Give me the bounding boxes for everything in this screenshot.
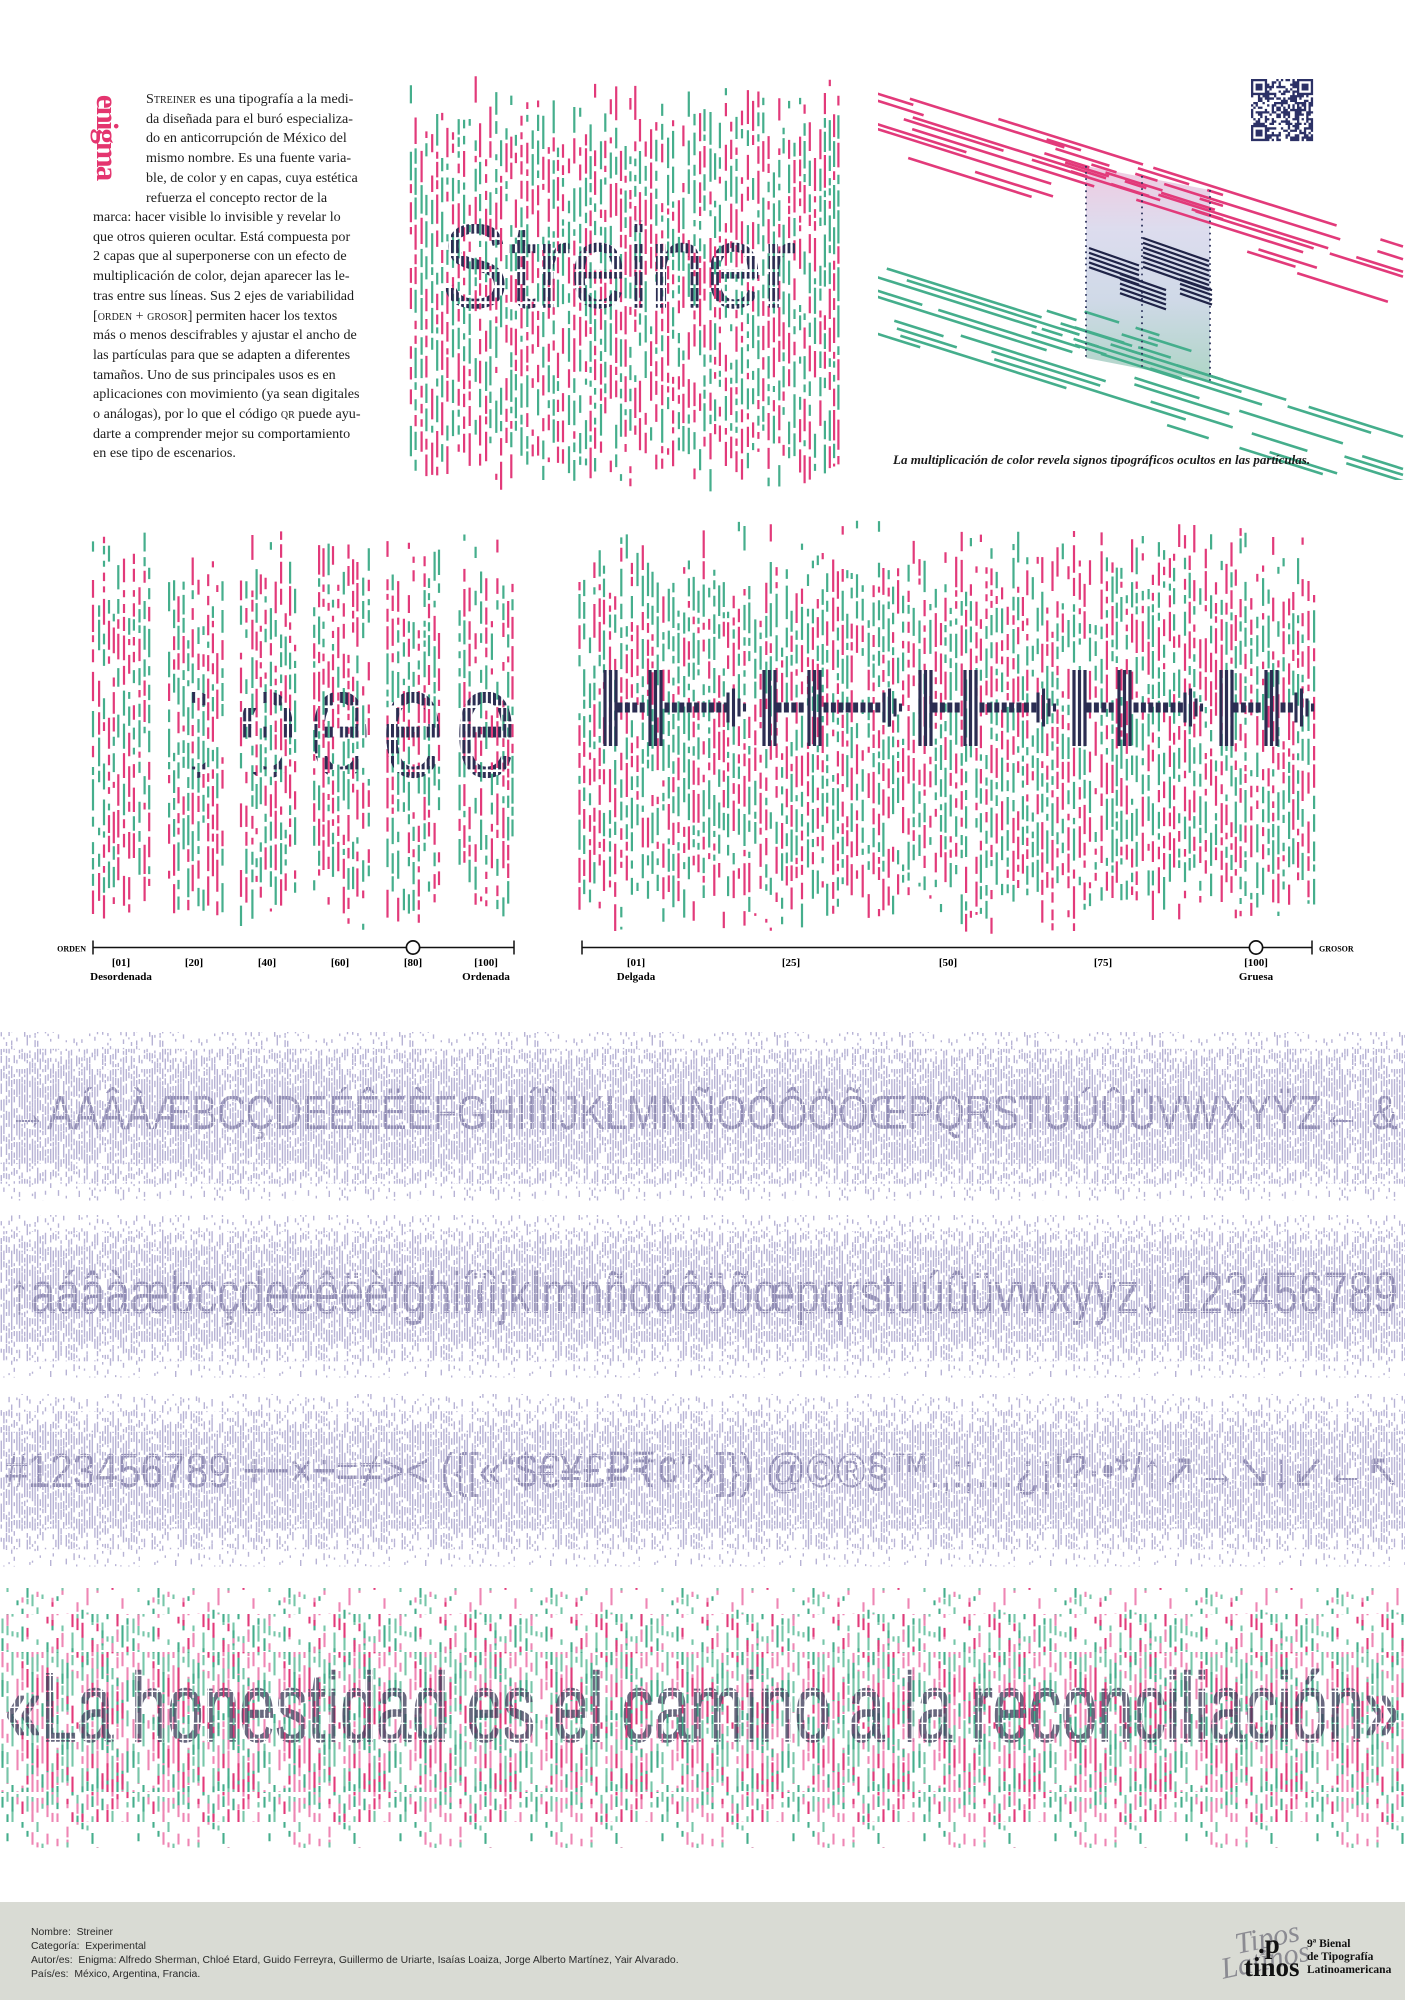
svg-text:[20]: [20] <box>185 957 203 969</box>
svg-text:orden: orden <box>57 943 86 955</box>
svg-text:e: e <box>163 636 225 810</box>
svg-text:9ª Bienal: 9ª Bienal <box>1307 1938 1350 1950</box>
svg-text:e: e <box>455 636 517 810</box>
svg-text:Desordenada: Desordenada <box>90 971 152 983</box>
svg-text:«La honestidad es el camino a: «La honestidad es el camino a la reconci… <box>5 1653 1400 1762</box>
svg-text:Ordenada: Ordenada <box>462 971 510 983</box>
svg-text:[100]: [100] <box>1244 957 1268 969</box>
svg-text:e: e <box>309 636 371 810</box>
svg-text:#123456789 +−×÷=≠>< ({[«“$€¥£₽: #123456789 +−×÷=≠>< ({[«“$€¥£₽₹¢”»]}) @©… <box>5 1444 1400 1498</box>
svg-text:[60]: [60] <box>331 957 349 969</box>
svg-text:[40]: [40] <box>258 957 276 969</box>
svg-text:[80]: [80] <box>404 957 422 969</box>
svg-text:e: e <box>236 636 298 810</box>
svg-text:de Tipografía: de Tipografía <box>1307 1951 1374 1963</box>
svg-text:[50]: [50] <box>939 957 957 969</box>
svg-text:Streiner: Streiner <box>441 201 796 333</box>
svg-text:↑aáâàæbcçdeéêëèfghiíïìjklmnñoó: ↑aáâàæbcçdeéêëèfghiíïìjklmnñoóôöõœpqrstu… <box>8 1261 1398 1326</box>
svg-text:[100]: [100] <box>474 957 498 969</box>
svg-text:[25]: [25] <box>782 957 800 969</box>
svg-text:[01]: [01] <box>627 957 645 969</box>
svg-text:Delgada: Delgada <box>617 971 656 983</box>
svg-text:Gruesa: Gruesa <box>1239 971 1274 983</box>
svg-text:[01]: [01] <box>112 957 130 969</box>
svg-text:tinos: tinos <box>1244 1952 1300 1982</box>
svg-text:→AÁÂÀÆBCÇDEÉÊËÈFGHIÍÏÌJKLMNÑOÓ: →AÁÂÀÆBCÇDEÉÊËÈFGHIÍÏÌJKLMNÑOÓÔÖÕŒPQRSTU… <box>8 1086 1398 1140</box>
svg-text:[75]: [75] <box>1094 957 1112 969</box>
svg-text:.p: .p <box>1258 1929 1280 1959</box>
svg-text:grosor: grosor <box>1319 943 1354 955</box>
svg-text:Latinoamericana: Latinoamericana <box>1307 1964 1392 1976</box>
svg-text:e: e <box>382 636 444 810</box>
